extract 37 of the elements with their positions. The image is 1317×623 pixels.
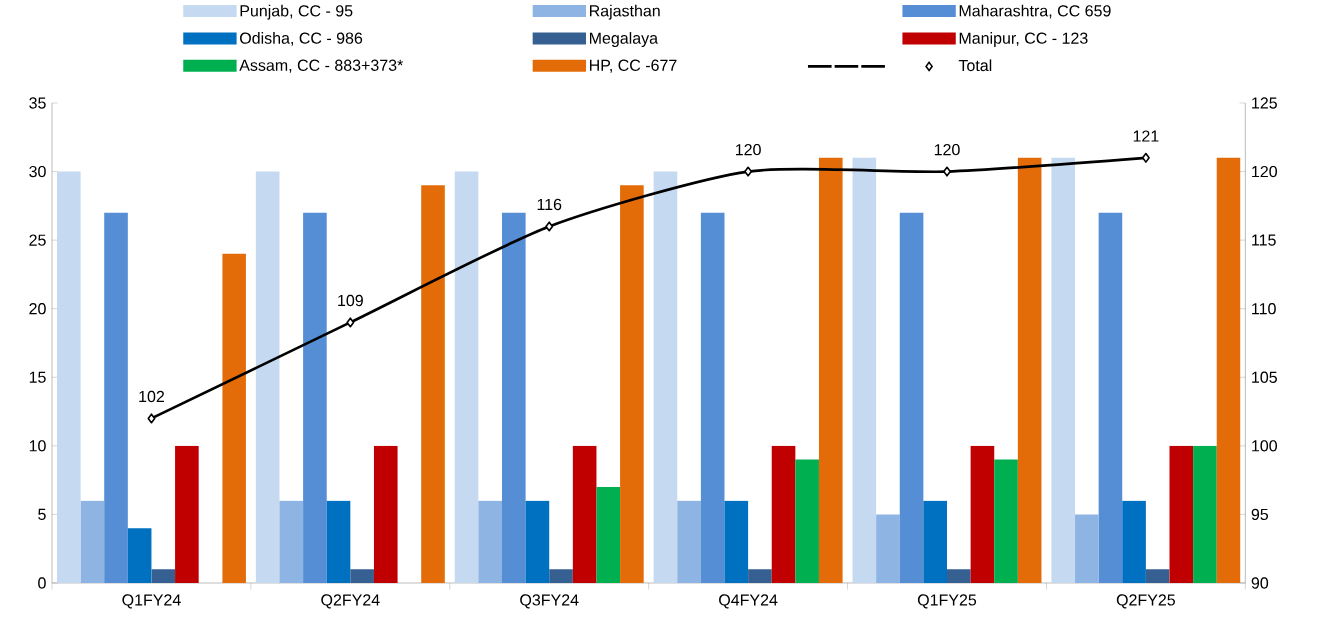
x-tick-label: Q2FY24 bbox=[321, 594, 380, 609]
y-tick-label: 5 bbox=[38, 508, 46, 520]
y2-tick-label: 105 bbox=[1252, 371, 1277, 383]
x-tick-label: Q1FY25 bbox=[917, 594, 977, 609]
y2-tick-label: 95 bbox=[1251, 508, 1269, 521]
legend-label: Punjab, CC - 95 bbox=[240, 4, 353, 20]
legend-label: Manipur, CC - 123 bbox=[959, 32, 1088, 47]
legend-label: HP, CC -677 bbox=[589, 59, 677, 73]
y2-tick-label: 125 bbox=[1252, 97, 1277, 109]
y2-tick-label: 120 bbox=[1252, 165, 1277, 178]
y2-tick-label: 100 bbox=[1252, 440, 1277, 452]
y-tick-label: 30 bbox=[29, 165, 46, 178]
x-tick-label: Q4FY24 bbox=[719, 594, 778, 609]
data-label: 109 bbox=[338, 294, 363, 307]
data-label: 120 bbox=[934, 143, 960, 156]
legend-label: Rajasthan bbox=[589, 4, 660, 20]
data-label: 116 bbox=[537, 198, 562, 211]
data-label: 121 bbox=[1133, 130, 1159, 142]
x-tick-label: Q2FY25 bbox=[1116, 594, 1175, 609]
legend-label: Megalaya bbox=[589, 32, 659, 47]
x-tick-label: Q3FY24 bbox=[520, 594, 579, 609]
y-tick-label: 20 bbox=[29, 303, 46, 315]
y-tick-label: 15 bbox=[29, 371, 46, 383]
x-tick-label: Q1FY24 bbox=[122, 594, 181, 609]
y-tick-label: 35 bbox=[29, 97, 46, 109]
legend-label: Assam, CC - 883+373* bbox=[239, 59, 404, 73]
legend-label: Maharashtra, CC 659 bbox=[959, 4, 1111, 19]
y2-tick-label: 110 bbox=[1252, 303, 1276, 315]
legend-label: Total bbox=[958, 59, 992, 72]
y-tick-label: 10 bbox=[29, 440, 46, 452]
data-label: 102 bbox=[139, 390, 164, 403]
legend-label: Odisha, CC - 986 bbox=[240, 32, 363, 46]
y-tick-label: 0 bbox=[38, 577, 46, 589]
y-tick-label: 25 bbox=[29, 234, 46, 246]
y2-tick-label: 90 bbox=[1251, 577, 1269, 589]
data-label: 120 bbox=[735, 143, 761, 156]
y2-tick-label: 115 bbox=[1252, 234, 1276, 246]
